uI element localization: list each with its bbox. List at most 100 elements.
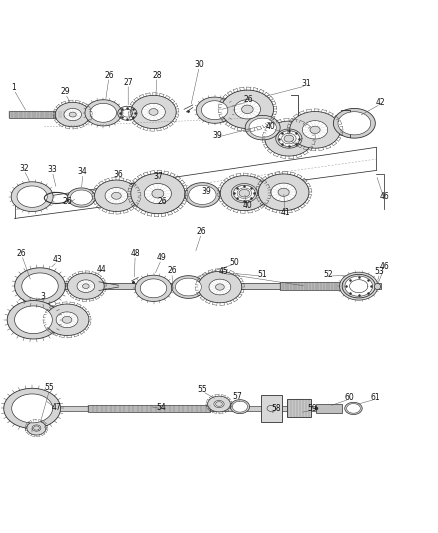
Polygon shape	[172, 276, 205, 298]
Text: 3: 3	[41, 292, 46, 301]
Polygon shape	[71, 190, 92, 205]
Polygon shape	[198, 271, 242, 303]
Polygon shape	[245, 116, 280, 140]
Polygon shape	[45, 304, 89, 335]
Text: 60: 60	[344, 393, 354, 402]
Text: 55: 55	[45, 383, 54, 392]
Polygon shape	[339, 272, 378, 300]
Polygon shape	[201, 101, 228, 119]
Polygon shape	[11, 182, 53, 212]
Bar	[18, 283, 381, 289]
Text: 32: 32	[19, 164, 28, 173]
Text: 30: 30	[194, 60, 204, 69]
Text: 43: 43	[53, 255, 62, 264]
Polygon shape	[90, 103, 117, 122]
Text: 36: 36	[114, 171, 124, 179]
Polygon shape	[105, 188, 128, 204]
Polygon shape	[56, 312, 78, 328]
Text: 34: 34	[78, 167, 88, 176]
Text: 44: 44	[97, 265, 107, 274]
Polygon shape	[77, 280, 95, 293]
Text: 26: 26	[167, 266, 177, 276]
Text: 1: 1	[11, 83, 16, 92]
Polygon shape	[7, 301, 60, 339]
Polygon shape	[135, 275, 172, 302]
Polygon shape	[85, 100, 122, 126]
Text: 50: 50	[230, 257, 240, 266]
Text: 51: 51	[257, 270, 267, 279]
Polygon shape	[302, 120, 328, 139]
Polygon shape	[215, 284, 224, 290]
Polygon shape	[233, 401, 247, 412]
Text: 41: 41	[281, 208, 290, 217]
Polygon shape	[185, 183, 220, 207]
Text: 54: 54	[156, 402, 166, 411]
Polygon shape	[221, 90, 274, 128]
Text: 40: 40	[243, 201, 252, 210]
Polygon shape	[345, 402, 362, 415]
Polygon shape	[152, 189, 164, 198]
Polygon shape	[290, 111, 340, 148]
Polygon shape	[17, 186, 47, 207]
Text: 26: 26	[197, 227, 206, 236]
Polygon shape	[82, 284, 89, 288]
Polygon shape	[215, 402, 223, 406]
Text: 48: 48	[131, 249, 140, 258]
Polygon shape	[310, 126, 320, 133]
Polygon shape	[67, 273, 104, 299]
Polygon shape	[176, 278, 201, 296]
Bar	[261, 395, 282, 422]
Polygon shape	[64, 108, 81, 120]
Text: 57: 57	[233, 392, 242, 401]
Polygon shape	[12, 394, 53, 423]
Polygon shape	[67, 188, 95, 207]
Polygon shape	[32, 425, 41, 431]
Text: 52: 52	[323, 270, 333, 279]
Text: 40: 40	[265, 122, 276, 131]
Polygon shape	[333, 108, 375, 138]
Text: 46: 46	[379, 192, 389, 201]
Polygon shape	[208, 396, 230, 412]
Text: 55: 55	[198, 385, 207, 394]
Bar	[10, 111, 64, 118]
Polygon shape	[142, 103, 165, 120]
Polygon shape	[239, 189, 250, 197]
Text: 61: 61	[371, 393, 380, 402]
Polygon shape	[249, 118, 276, 137]
Text: 47: 47	[52, 402, 61, 411]
Text: 37: 37	[154, 172, 164, 181]
Text: 45: 45	[219, 267, 228, 276]
Text: 26: 26	[104, 71, 114, 80]
Text: 49: 49	[156, 253, 166, 262]
Text: 59: 59	[307, 404, 317, 413]
Text: 42: 42	[376, 98, 385, 107]
Polygon shape	[131, 174, 185, 214]
Text: 31: 31	[301, 79, 311, 88]
Text: 26: 26	[157, 197, 167, 206]
Polygon shape	[4, 389, 60, 429]
Text: 28: 28	[152, 71, 162, 80]
Text: 53: 53	[375, 267, 385, 276]
Text: 26: 26	[63, 197, 72, 206]
Bar	[88, 405, 210, 412]
Text: 26: 26	[17, 249, 26, 258]
Polygon shape	[27, 421, 46, 435]
Polygon shape	[55, 102, 90, 127]
Polygon shape	[230, 400, 250, 414]
Polygon shape	[209, 279, 231, 295]
Text: 33: 33	[47, 165, 57, 174]
Polygon shape	[140, 279, 167, 298]
Text: 26: 26	[244, 95, 254, 104]
Polygon shape	[62, 316, 72, 323]
Polygon shape	[234, 100, 261, 119]
Polygon shape	[278, 131, 300, 147]
Polygon shape	[214, 400, 224, 408]
Polygon shape	[271, 183, 296, 201]
Text: 39: 39	[201, 187, 211, 196]
Bar	[316, 404, 342, 413]
Polygon shape	[149, 109, 158, 115]
Text: 46: 46	[379, 262, 389, 271]
Text: 58: 58	[272, 404, 282, 413]
Polygon shape	[338, 112, 371, 135]
Polygon shape	[69, 112, 76, 117]
